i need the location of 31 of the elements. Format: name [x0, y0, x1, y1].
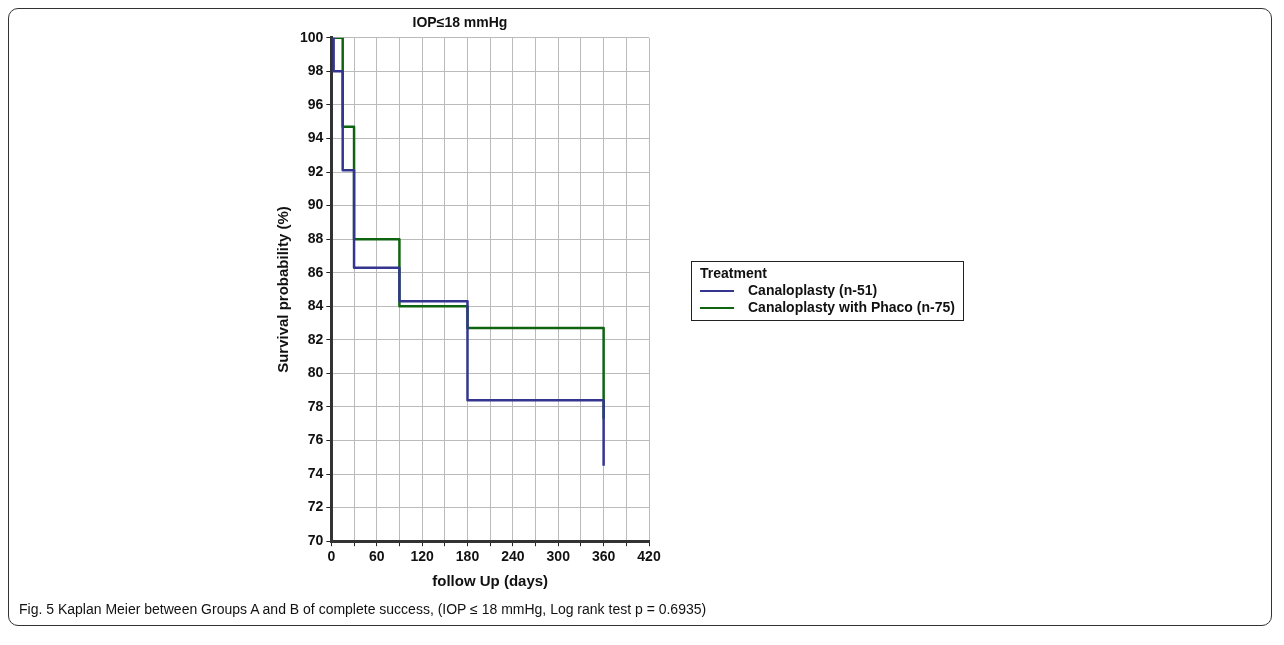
legend-title: Treatment: [700, 265, 768, 282]
y-tick-label: 78: [307, 397, 324, 414]
x-tick-label: 180: [455, 548, 480, 565]
x-tick-label: 300: [546, 548, 571, 565]
y-tick-label: 82: [307, 330, 324, 347]
y-tick-label: 96: [307, 95, 324, 112]
y-tick-label: 84: [307, 297, 324, 314]
x-tick-label: 360: [591, 548, 616, 565]
legend-label: Canaloplasty with Phaco (n-75): [748, 299, 955, 316]
y-tick-label: 86: [307, 263, 324, 280]
x-tick-label: 420: [637, 548, 661, 565]
x-tick-label: 0: [327, 548, 336, 565]
y-tick-label: 76: [307, 431, 324, 448]
chart-title: IOP≤18 mmHg: [412, 14, 508, 31]
x-tick-label: 120: [410, 548, 435, 565]
x-tick-label: 240: [501, 548, 525, 565]
y-tick-label: 80: [307, 364, 324, 381]
y-tick-label: 74: [307, 464, 324, 481]
y-tick-label: 94: [307, 129, 324, 146]
x-tick-label: 60: [368, 548, 385, 565]
caption: Fig. 5 Kaplan Meier between Groups A and B of complete success, (IOP ≤ 18 mmHg, Log rank test p = 0.6935): [18, 600, 708, 619]
y-tick-label: 98: [307, 62, 324, 79]
legend-label: Canaloplasty (n-51): [748, 282, 878, 299]
y-tick-label: 70: [307, 532, 324, 549]
y-axis-title: Survival probability (%): [274, 206, 292, 373]
y-tick-label: 100: [300, 28, 324, 45]
y-tick-label: 92: [307, 162, 324, 179]
x-axis-title: follow Up (days): [432, 572, 549, 590]
y-tick-label: 90: [307, 196, 324, 213]
y-tick-label: 88: [307, 230, 324, 247]
y-tick-label: 72: [307, 498, 324, 515]
